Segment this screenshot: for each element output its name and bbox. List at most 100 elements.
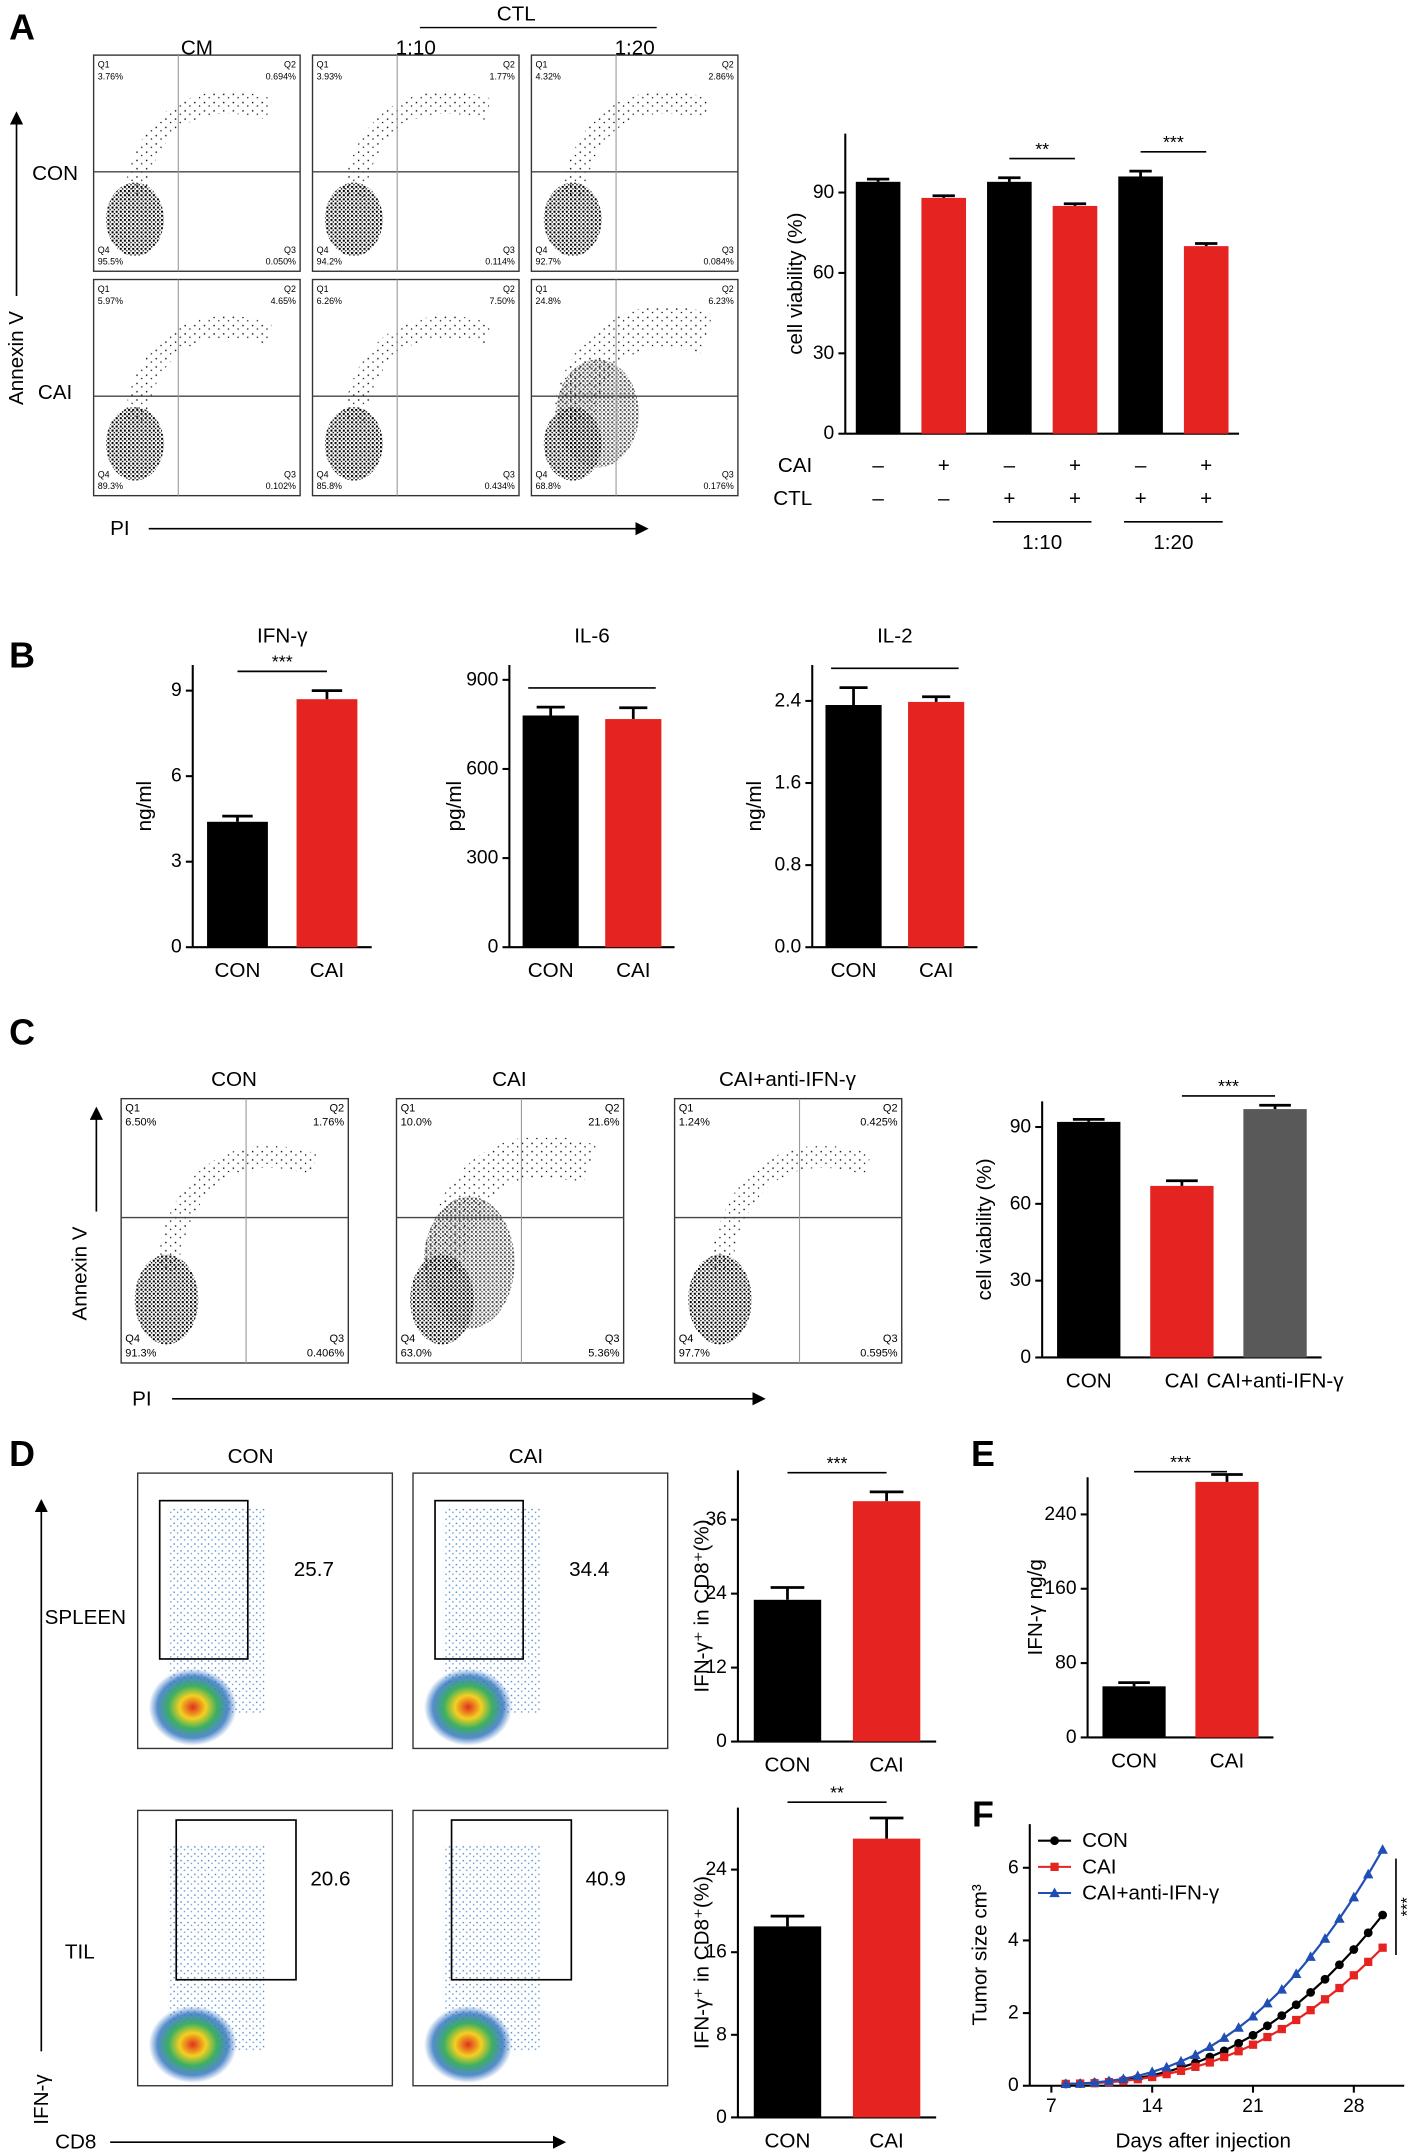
group-label: 1:10 — [1022, 531, 1062, 554]
marker — [1306, 2006, 1315, 2015]
marker — [1103, 2075, 1115, 2086]
marker — [1089, 2076, 1100, 2087]
marker — [1263, 2032, 1272, 2042]
marker — [1276, 1983, 1288, 1994]
axis-label: Annexin V — [68, 1226, 91, 1320]
y-tick-label: 9 — [171, 680, 182, 701]
quadrant-value: 5.36% — [588, 1347, 619, 1359]
x-tick-label: CAI — [869, 1753, 903, 1776]
dot-cloud — [709, 1145, 872, 1272]
y-tick-label: 24 — [705, 1583, 727, 1604]
y-tick-label: 24 — [705, 1859, 727, 1880]
quadrant-value: 4.32% — [536, 71, 561, 81]
quadrant-name: Q2 — [722, 60, 734, 70]
flow-plot-frame — [673, 1097, 903, 1364]
quadrant-value: 1.77% — [490, 71, 515, 81]
quadrant-name: Q4 — [536, 469, 548, 479]
marker — [1234, 2038, 1244, 2048]
legend-label: CAI — [1082, 1855, 1116, 1878]
quadrant-value: 1.76% — [313, 1117, 344, 1129]
marker — [1262, 1997, 1273, 2008]
marker — [1234, 2047, 1243, 2056]
column-title: CAI+anti-IFN-γ — [719, 1068, 857, 1091]
bar — [753, 1926, 822, 2118]
quadrant-value: 92.7% — [536, 257, 561, 267]
y-tick-label: 600 — [466, 758, 498, 779]
row-title: CON — [32, 162, 78, 185]
bar — [605, 719, 662, 948]
row-title: TIL — [65, 1941, 95, 1964]
quadrant-value: 3.93% — [317, 71, 342, 81]
marker — [1175, 2055, 1187, 2066]
dot-cloud — [155, 1145, 318, 1272]
quadrant-value: 10.0% — [401, 1117, 432, 1129]
error-bar — [1211, 1473, 1243, 1482]
dot-cloud — [556, 359, 639, 468]
dot-cloud — [342, 91, 492, 198]
quadrant-name: Q2 — [284, 284, 296, 294]
quadrant-value: 95.5% — [98, 257, 123, 267]
y-tick-label: 30 — [1010, 1270, 1031, 1291]
quadrant-value: 0.694% — [266, 71, 296, 81]
y-tick-label: 80 — [1055, 1653, 1076, 1674]
quadrant-value: 3.76% — [98, 71, 123, 81]
panel-label: E — [971, 1434, 995, 1474]
significance-label: *** — [1218, 1076, 1239, 1096]
density-core — [424, 2005, 513, 2083]
y-axis-label: ng/ml — [133, 781, 156, 831]
dot-cloud — [342, 315, 492, 422]
bar — [855, 181, 901, 434]
bar — [1052, 205, 1098, 434]
marker — [1378, 1910, 1388, 1920]
dot-cloud — [688, 1254, 752, 1345]
gate-value: 40.9 — [586, 1868, 626, 1891]
marker — [1292, 2015, 1301, 2025]
x-tick-label: CON — [215, 959, 261, 982]
error-bar — [869, 1816, 904, 1839]
quadrant-name: Q1 — [98, 284, 110, 294]
error-bar — [536, 705, 565, 716]
x-tick-label: CAI — [310, 959, 344, 982]
marker — [1349, 1971, 1358, 1980]
flow-plot-frame — [311, 278, 520, 497]
bar — [753, 1599, 822, 1742]
marker — [1118, 2073, 1129, 2083]
condition-sign: – — [938, 487, 950, 510]
quadrant-value: 21.6% — [588, 1117, 619, 1129]
y-tick-label: 90 — [813, 182, 834, 203]
x-tick-label: 21 — [1242, 2096, 1263, 2117]
quadrant-value: 24.8% — [536, 296, 561, 306]
x-tick-label: CAI — [1165, 1369, 1199, 1392]
panel-label: A — [9, 8, 35, 48]
y-tick-label: 30 — [813, 343, 834, 364]
panel-label: B — [9, 635, 35, 675]
quadrant-name: Q4 — [401, 1333, 416, 1345]
column-title: CAI — [509, 1445, 543, 1468]
flow-plot-frame — [136, 1809, 394, 2087]
marker — [1363, 1928, 1373, 1938]
panel-label: F — [972, 1795, 994, 1835]
bar — [921, 197, 967, 434]
error-bar — [770, 1914, 805, 1927]
dot-cloud — [124, 91, 273, 198]
bar — [522, 715, 579, 948]
marker — [1306, 1987, 1316, 1997]
quadrant-name: Q1 — [679, 1102, 694, 1114]
marker — [1277, 2011, 1287, 2021]
error-bar — [222, 814, 253, 822]
error-bar — [1072, 1117, 1105, 1122]
marker — [1204, 2041, 1216, 2052]
quadrant-value: 0.434% — [485, 481, 515, 491]
quadrant-name: Q2 — [883, 1102, 898, 1114]
condition-name: CTL — [773, 487, 812, 510]
flow-plot-frame — [530, 54, 739, 272]
marker — [1335, 1960, 1344, 1970]
quadrant-value: 68.8% — [536, 481, 561, 491]
quadrant-name: Q2 — [503, 284, 515, 294]
quadrant-value: 0.084% — [703, 257, 733, 267]
condition-sign: – — [1135, 454, 1147, 477]
error-bar — [619, 706, 648, 720]
y-tick-label: 60 — [1010, 1193, 1031, 1214]
y-tick-label: 6 — [1008, 1857, 1019, 1878]
legend-label: CON — [1082, 1829, 1128, 1852]
